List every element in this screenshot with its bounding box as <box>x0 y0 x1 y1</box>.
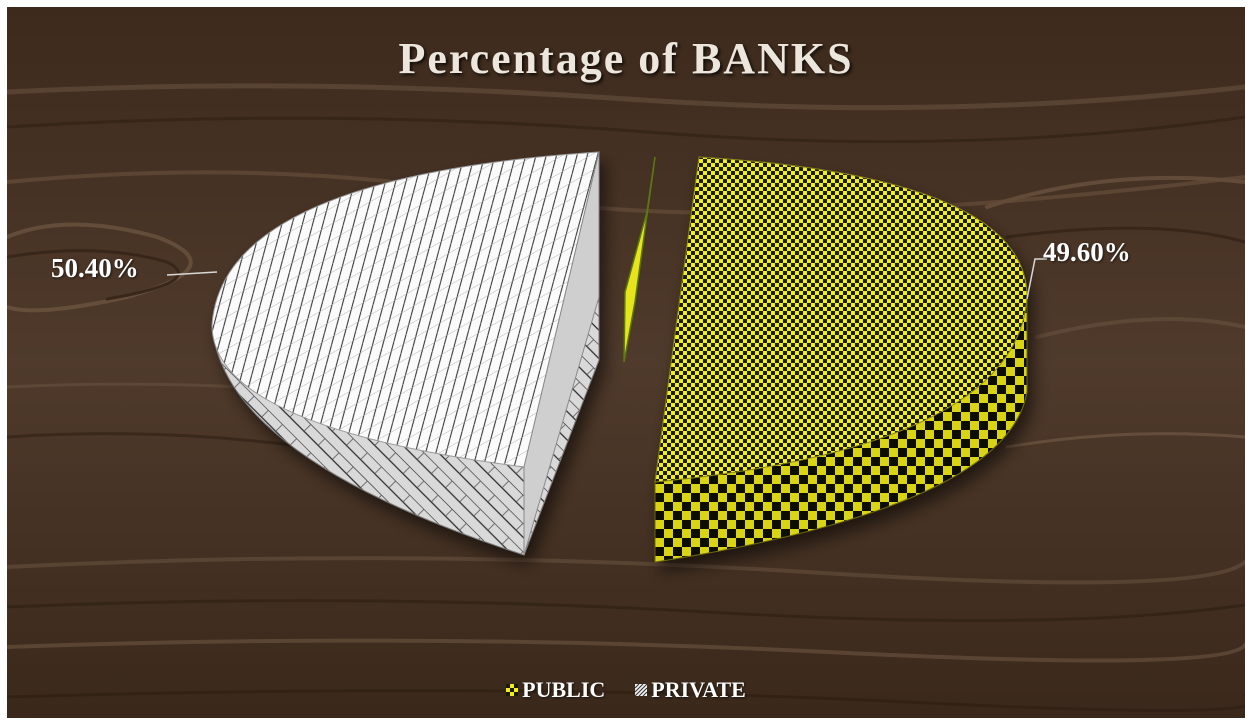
pie-slice-sliver <box>623 156 656 363</box>
chart-legend: PUBLIC PRIVATE <box>7 677 1245 703</box>
pie-chart <box>7 7 1245 718</box>
legend-item-private: PRIVATE <box>635 677 746 703</box>
wood-background <box>7 7 1245 718</box>
legend-swatch-private <box>635 684 648 696</box>
chart-title: Percentage of BANKS <box>398 34 854 83</box>
wood-grain <box>7 83 1245 713</box>
pie-slice-private-top <box>211 151 600 468</box>
leader-line-private <box>166 271 218 276</box>
legend-item-public: PUBLIC <box>506 677 605 703</box>
legend-swatch-public <box>506 684 519 696</box>
data-label-public: 49.60% <box>1043 237 1131 267</box>
legend-label-private: PRIVATE <box>651 677 746 702</box>
chart-area: Percentage of BANKS 50.40% 49.60% PUBLIC… <box>7 7 1245 718</box>
legend-label-public: PUBLIC <box>522 677 606 702</box>
pie-slice-private <box>211 151 600 556</box>
leader-line-public <box>1026 258 1047 300</box>
data-label-private: 50.40% <box>51 253 139 283</box>
